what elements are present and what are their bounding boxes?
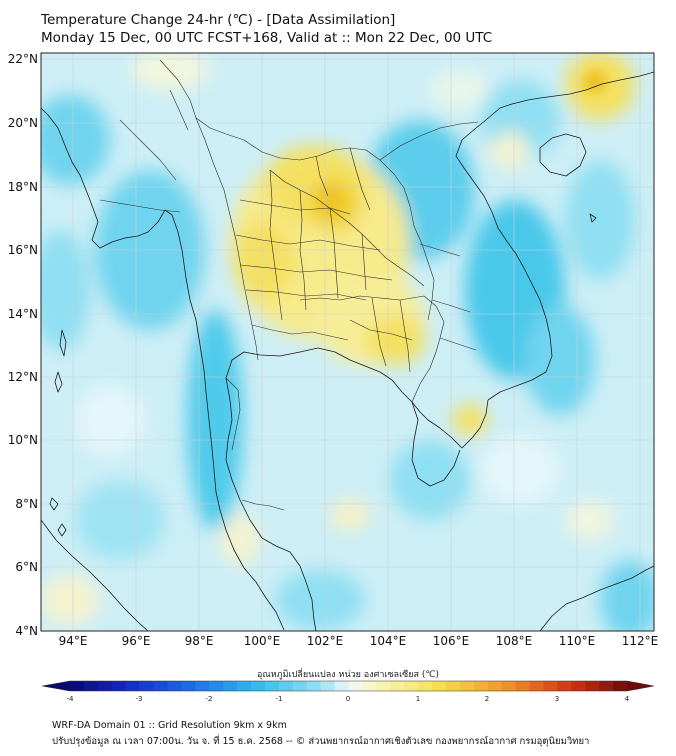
colorbar-segment [111, 681, 127, 691]
colorbar-segment [390, 681, 405, 691]
colorbar-segment [613, 681, 628, 691]
lat-label: 22°N [8, 52, 38, 66]
country-borders [99, 59, 479, 511]
colorbar-extend-max [627, 681, 654, 691]
map-subtitle: Monday 15 Dec, 00 UTC FCST+168, Valid at… [41, 30, 493, 46]
colorbar [41, 680, 655, 692]
colorbar-segment [571, 681, 586, 691]
colorbar-segment [529, 681, 544, 691]
colorbar-segment [515, 681, 530, 691]
colorbar-tick: -2 [206, 695, 213, 703]
colorbar-tick: -3 [136, 695, 143, 703]
footer-credit: ปรับปรุงข้อมูล ณ เวลา 07:00น. วัน จ. ที่… [52, 736, 590, 747]
map-frame [40, 52, 655, 632]
map-title: Temperature Change 24-hr (℃) - [Data Ass… [41, 12, 396, 28]
colorbar-segment [251, 681, 266, 691]
lon-label: 112°E [622, 634, 659, 648]
colorbar-segment [237, 681, 252, 691]
lat-label: 10°N [8, 433, 38, 447]
colorbar-segment [557, 681, 572, 691]
colorbar-segment [432, 681, 447, 691]
colorbar-segment [195, 681, 210, 691]
colorbar-segment [404, 681, 419, 691]
colorbar-segment [362, 681, 377, 691]
colorbar-tick: -4 [67, 695, 75, 703]
colorbar-title: อุณหภูมิเปลี่ยนแปลง หน่วย องศาเซลเซียส (… [257, 667, 439, 680]
colorbar-tick: 0 [346, 695, 350, 703]
colorbar-segment [223, 681, 238, 691]
colorbar-segment [306, 681, 321, 691]
colorbar-segment [585, 681, 600, 691]
colorbar-segment [418, 681, 433, 691]
colorbar-segment [181, 681, 196, 691]
lat-label: 14°N [8, 307, 38, 321]
colorbar-segment [209, 681, 224, 691]
lat-label: 6°N [15, 560, 38, 574]
colorbar-segment [139, 681, 154, 691]
colorbar-tick: 1 [416, 695, 420, 703]
colorbar-segment [83, 681, 99, 691]
lat-label: 12°N [8, 370, 38, 384]
colorbar-segment [459, 681, 475, 691]
colorbar-tick: -1 [276, 695, 283, 703]
lon-label: 100°E [244, 634, 281, 648]
colorbar-segment [473, 681, 489, 691]
lon-label: 104°E [370, 634, 407, 648]
colorbar-segment [292, 681, 308, 691]
lon-label: 102°E [307, 634, 344, 648]
colorbar-segment [376, 681, 391, 691]
colorbar-segment [348, 681, 363, 691]
lat-label: 20°N [8, 116, 38, 130]
latitude-labels: 22°N 20°N 18°N 16°N 14°N 12°N 10°N 8°N 6… [8, 52, 38, 638]
colorbar-tick: 4 [625, 695, 630, 703]
colorbar-segment [167, 681, 182, 691]
colorbar-segment [70, 681, 85, 691]
field-shading [41, 53, 654, 631]
lon-label: 94°E [59, 634, 88, 648]
colorbar-segment [153, 681, 168, 691]
colorbar-extend-min [42, 681, 70, 691]
colorbar-segment [125, 681, 140, 691]
lon-label: 98°E [185, 634, 214, 648]
lon-label: 106°E [433, 634, 470, 648]
colorbar-segment [445, 681, 461, 691]
lon-label: 108°E [496, 634, 533, 648]
colorbar-segment [278, 681, 294, 691]
colorbar-tick: 2 [485, 695, 489, 703]
lat-label: 8°N [15, 497, 38, 511]
colorbar-segment [264, 681, 280, 691]
lon-label: 96°E [122, 634, 151, 648]
colorbar-segment [501, 681, 516, 691]
colorbar-segment [320, 681, 335, 691]
footer-model-info: WRF-DA Domain 01 :: Grid Resolution 9km … [52, 720, 287, 731]
colorbar-segment [487, 681, 502, 691]
graticule [41, 53, 654, 631]
coastlines [41, 71, 654, 631]
lat-label: 16°N [8, 243, 38, 257]
colorbar-segment [599, 681, 614, 691]
lat-label: 4°N [15, 624, 38, 638]
colorbar-outline [41, 680, 655, 692]
lon-label: 110°E [559, 634, 596, 648]
lat-label: 18°N [8, 180, 38, 194]
colorbar-tick-labels: -4 -3 -2 -1 0 1 2 3 4 [67, 695, 630, 703]
colorbar-segment [97, 681, 113, 691]
longitude-labels: 94°E 96°E 98°E 100°E 102°E 104°E 106°E 1… [59, 634, 659, 648]
colorbar-segment [543, 681, 558, 691]
colorbar-segment [334, 681, 349, 691]
colorbar-tick: 3 [555, 695, 559, 703]
